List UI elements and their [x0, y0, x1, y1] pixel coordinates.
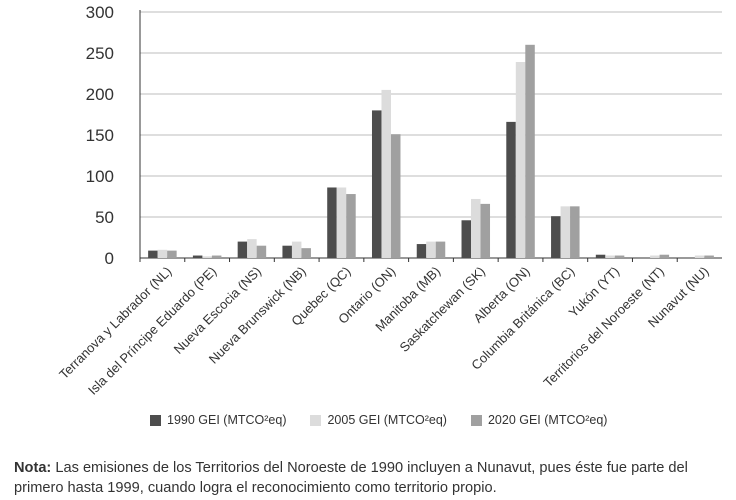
y-tick-label: 200 [86, 85, 114, 104]
bar [346, 194, 356, 258]
y-tick-label: 0 [105, 249, 114, 268]
bar [506, 121, 516, 258]
bar [301, 248, 311, 258]
bar [192, 255, 203, 258]
bar [327, 187, 337, 258]
bar [426, 241, 436, 258]
chart-legend: 1990 GEI (MTCO²eq) 2005 GEI (MTCO²eq) 20… [150, 413, 607, 427]
bar [336, 187, 347, 258]
x-tick-label: Saskatchewan (SK) [397, 264, 488, 355]
legend-swatch-2020 [470, 414, 482, 426]
bar [157, 249, 168, 258]
legend-label-2020: 2020 GEI (MTCO²eq) [487, 413, 608, 427]
bar [525, 44, 535, 258]
legend-label-2005: 2005 GEI (MTCO²eq) [327, 413, 447, 427]
bar [390, 134, 401, 258]
y-tick-label: 250 [86, 44, 114, 63]
bar [694, 255, 705, 258]
bar [650, 255, 660, 258]
bar [461, 220, 472, 258]
bar [480, 203, 491, 258]
x-tick-label: Nueva Escocia (NS) [171, 264, 264, 357]
bar [551, 216, 561, 258]
bar [614, 255, 625, 258]
legend-item-1990: 1990 GEI (MTCO²eq) [150, 413, 286, 427]
legend-swatch-1990 [150, 414, 161, 426]
bar [659, 254, 670, 258]
bar [256, 245, 267, 258]
bar [595, 254, 606, 258]
bar [471, 198, 481, 258]
bar [435, 241, 446, 258]
bar [381, 89, 391, 259]
y-tick-label: 50 [95, 208, 114, 227]
bar [704, 255, 714, 258]
bar [247, 239, 257, 258]
bar [560, 206, 571, 258]
y-tick-label: 300 [86, 3, 114, 22]
y-tick-label: 100 [86, 167, 114, 186]
bar [148, 250, 158, 258]
bar [211, 255, 222, 258]
legend-label-1990: 1990 GEI (MTCO²eq) [167, 413, 287, 427]
legend-item-2020: 2020 GEI (MTCO²eq) [470, 413, 608, 427]
bar [416, 244, 427, 258]
bar [237, 241, 248, 258]
y-tick-label: 150 [86, 126, 114, 145]
bar [605, 255, 615, 258]
legend-swatch-2005 [310, 414, 322, 426]
bar [371, 110, 382, 259]
bar [515, 62, 526, 258]
footnote-label: Nota: [14, 460, 52, 476]
footnote: Nota: Las emisiones de los Territorios d… [14, 458, 726, 498]
bar [291, 241, 302, 258]
footnote-text: Las emisiones de los Territorios del Nor… [14, 460, 688, 496]
bar [282, 245, 292, 258]
bar [167, 250, 177, 258]
legend-item-2005: 2005 GEI (MTCO²eq) [310, 413, 447, 427]
bar [570, 206, 580, 258]
bar [202, 256, 212, 258]
